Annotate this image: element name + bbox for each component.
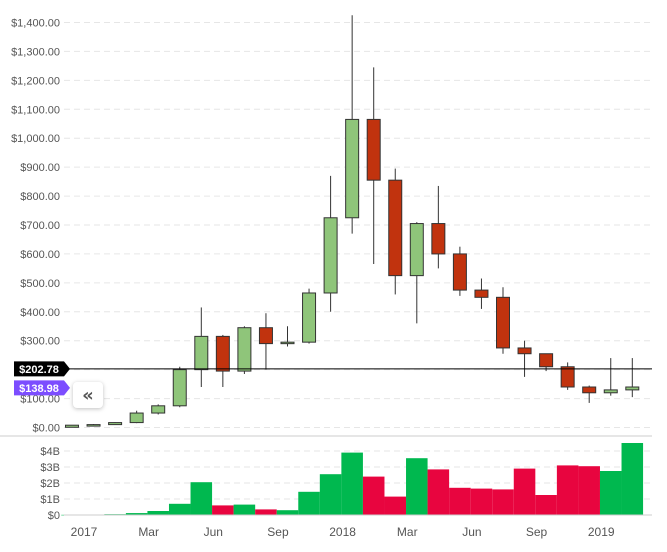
volume-bar [233,504,256,515]
candle-up [409,223,424,277]
price-axis-tick-label: $700.00 [20,220,60,232]
volume-bar [492,489,514,515]
volume-bar [319,474,342,515]
price-axis-tick-label: $500.00 [20,278,60,290]
candle-down [496,296,510,349]
volume-bar [212,505,234,515]
price-axis-tick-label: $1,400.00 [11,18,60,30]
candle-up [302,292,317,343]
volume-bar [578,466,600,515]
x-axis-tick-label: Sep [526,525,548,539]
volume-axis-tick-label: $3B [40,462,60,474]
price-axis-tick-label: $1,100.00 [11,104,60,116]
x-axis-tick-label: Mar [397,525,418,539]
volume-bar [255,509,277,515]
volume-bar [599,471,622,515]
volume-axis-tick-label: $2B [40,478,60,490]
candle-up [86,424,101,427]
volume-bar [449,487,471,515]
volume-bar [125,513,148,515]
candle-down [215,335,230,372]
price-axis-tick-label: $1,000.00 [11,133,60,145]
candle-down [474,289,489,298]
candle-up [129,412,144,424]
candle-down [388,179,403,277]
double-chevron-left-icon: « [82,384,94,406]
volume-bar [470,488,493,515]
price-axis-tick-label: $400.00 [20,307,60,319]
x-axis-tick-label: 2019 [588,525,615,539]
volume-bar [341,452,363,515]
candle-up [65,424,79,428]
candle-up [603,389,618,394]
secondary-price-tag-label: $138.98 [19,383,59,395]
price-axis-tick-label: $900.00 [20,162,60,174]
volume-bar [384,496,407,515]
candle-down [452,253,467,291]
volume-bar [556,465,579,515]
candle-up [194,335,209,371]
candle-down [431,223,446,255]
candle-up [151,405,166,414]
candle-up [625,386,640,391]
price-axis-tick-label: $1,200.00 [11,75,60,87]
volume-bar [362,476,385,515]
price-axis-tick-label: $100.00 [20,394,60,406]
volume-bar [535,495,557,515]
price-axis-tick-label: $0.00 [32,423,60,435]
secondary-price-tag: $138.98 [14,380,70,396]
collapse-button[interactable]: « [73,382,103,408]
candle-up [345,118,360,219]
current-price-tag: $202.78 [14,361,70,377]
volume-bar [147,511,169,515]
price-axis-tick-label: $800.00 [20,191,60,203]
price-axis-tick-label: $1,300.00 [11,46,60,58]
volume-axis-tick-label: $0 [48,510,60,522]
volume-bar [406,458,428,515]
candle-up [108,422,123,426]
candle-down [560,366,575,388]
candle-down [582,386,597,394]
volume-axis-tick-label: $4B [40,446,60,458]
candle-up [323,217,338,294]
x-axis-tick-label: Sep [267,525,289,539]
volume-bar [276,510,299,515]
candle-up [172,369,187,407]
x-axis-tick-label: Jun [462,525,481,539]
candle-down [517,347,532,355]
x-axis-tick-label: 2017 [71,525,98,539]
candle-down [539,353,554,368]
price-axis-tick-label: $600.00 [20,249,60,261]
current-price-tag-label: $202.78 [19,364,59,376]
candle-down [258,327,273,345]
volume-bar [298,491,320,515]
candle-up [237,327,252,372]
volume-bar [621,443,644,515]
x-axis-tick-label: Jun [204,525,223,539]
x-axis-tick-label: Mar [138,525,159,539]
volume-bar [190,482,213,515]
price-axis-tick-label: $300.00 [20,336,60,348]
volume-bar [513,468,536,515]
volume-bar [427,469,450,515]
candle-down [366,118,381,181]
x-axis-tick-label: 2018 [329,525,356,539]
candle-up [280,341,295,345]
volume-axis-tick-label: $1B [40,494,60,506]
volume-bar [168,503,191,515]
